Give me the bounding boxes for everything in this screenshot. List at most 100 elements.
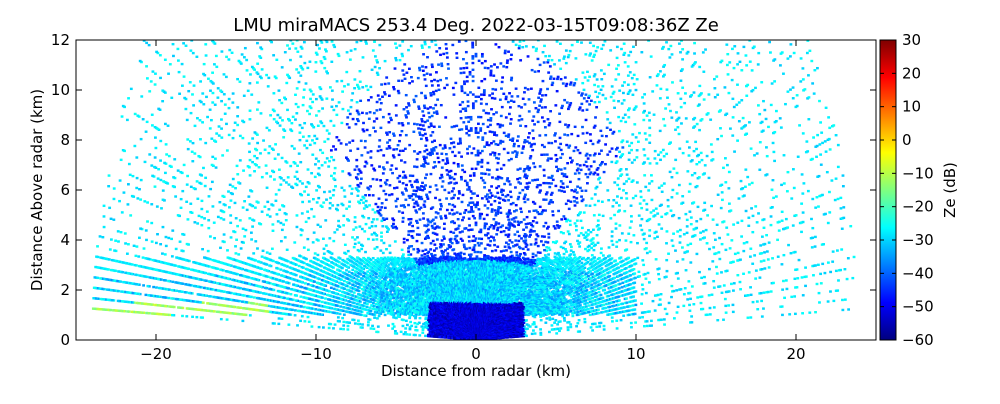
reflectivity-cell [712,246,716,249]
reflectivity-cell [583,317,587,321]
reflectivity-cell [557,167,560,171]
reflectivity-cell [629,274,632,277]
reflectivity-cell [587,274,590,278]
reflectivity-cell [827,116,831,119]
reflectivity-cell [626,108,630,112]
reflectivity-cell [574,224,578,228]
reflectivity-cell [750,207,753,210]
reflectivity-cell [529,297,532,300]
reflectivity-cell [571,314,575,318]
reflectivity-cell [725,112,729,115]
reflectivity-cell [719,109,722,112]
reflectivity-cell [517,256,521,259]
reflectivity-cell [679,97,683,101]
reflectivity-cell [599,321,603,325]
reflectivity-cell [616,146,619,150]
reflectivity-cell [546,271,550,274]
reflectivity-cell [821,193,824,197]
reflectivity-cell [570,132,574,136]
reflectivity-cell [690,173,694,177]
reflectivity-cell [531,225,535,228]
reflectivity-cell [580,312,583,316]
reflectivity-cell [579,168,583,172]
reflectivity-cell [591,272,594,275]
reflectivity-cell [828,211,832,214]
reflectivity-cell [562,309,565,313]
reflectivity-cell [573,125,577,129]
reflectivity-cell [547,258,551,262]
reflectivity-cell [510,241,514,244]
reflectivity-cell [672,232,675,235]
reflectivity-cell [706,214,710,217]
reflectivity-cell [559,312,563,316]
reflectivity-cell [795,94,799,97]
reflectivity-cell [642,232,646,235]
reflectivity-cell [638,316,642,319]
reflectivity-cell [535,259,539,262]
reflectivity-cell [660,184,664,187]
reflectivity-cell [602,307,606,310]
reflectivity-cell [617,295,621,298]
reflectivity-cell [830,179,834,182]
reflectivity-cell [609,301,613,305]
reflectivity-cell [675,260,679,263]
reflectivity-cell [506,269,510,272]
reflectivity-cell [598,297,602,300]
reflectivity-cell [508,330,512,333]
reflectivity-cell [503,279,507,282]
reflectivity-cell [589,165,593,168]
reflectivity-cell [618,307,622,310]
reflectivity-cell [631,304,635,307]
reflectivity-cell [629,215,633,218]
reflectivity-cell [642,118,646,122]
reflectivity-cell [782,154,786,157]
reflectivity-cell [732,260,735,264]
reflectivity-cell [576,307,580,311]
reflectivity-cell [643,109,646,113]
reflectivity-cell [533,269,537,272]
reflectivity-cell [616,299,620,303]
reflectivity-cell [539,267,543,271]
reflectivity-cell [525,264,529,268]
reflectivity-cell [821,262,825,266]
reflectivity-cell [573,306,577,309]
reflectivity-cell [592,154,596,157]
reflectivity-cell [698,93,702,96]
reflectivity-cell [590,300,594,303]
reflectivity-cell [575,302,579,305]
reflectivity-cell [526,267,530,271]
reflectivity-cell [587,233,590,236]
reflectivity-cell [832,299,836,303]
reflectivity-cell [526,263,530,266]
reflectivity-cell [687,154,691,157]
reflectivity-cell [507,243,510,246]
reflectivity-cell [534,299,538,302]
reflectivity-cell [628,300,632,304]
reflectivity-cell [694,61,697,64]
reflectivity-cell [753,254,757,257]
reflectivity-cell [630,141,634,145]
reflectivity-cell [762,259,766,262]
reflectivity-cell [801,220,805,224]
reflectivity-cell [577,91,581,94]
reflectivity-cell [662,65,665,68]
reflectivity-cell [614,296,618,299]
reflectivity-cell [547,246,551,250]
reflectivity-cell [592,248,596,252]
reflectivity-cell [805,140,809,143]
reflectivity-cell [595,233,599,237]
reflectivity-cell [627,313,631,317]
reflectivity-cell [522,218,526,221]
reflectivity-cell [568,180,572,184]
reflectivity-cell [614,148,618,151]
reflectivity-cell [538,268,542,272]
reflectivity-cell [578,245,582,248]
reflectivity-cell [593,152,597,155]
reflectivity-cell [559,142,563,146]
reflectivity-cell [535,269,539,273]
reflectivity-cell [589,307,593,310]
reflectivity-cell [607,199,611,202]
reflectivity-cell [569,249,573,252]
reflectivity-cell [594,187,598,190]
reflectivity-cell [538,205,542,209]
